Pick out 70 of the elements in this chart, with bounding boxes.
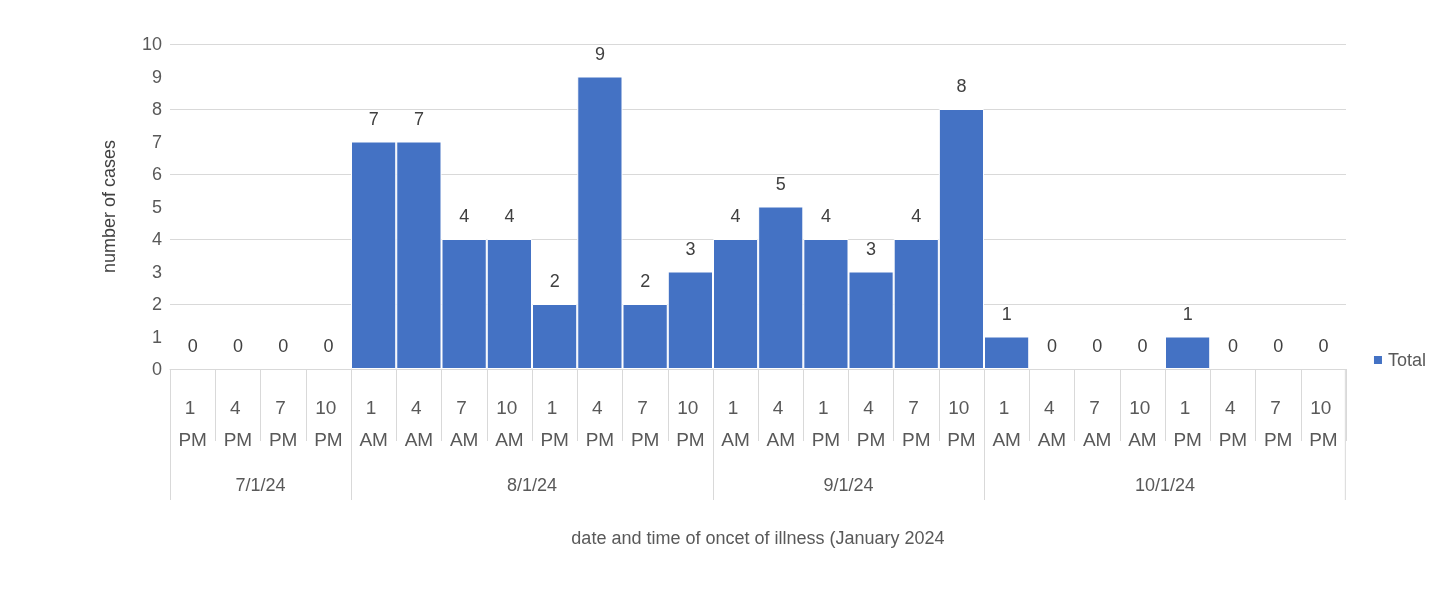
x-tick-label: 1 AM [992, 396, 1021, 450]
data-label: 4 [820, 206, 831, 226]
data-label: 0 [1137, 336, 1148, 356]
data-label: 4 [910, 206, 922, 226]
data-label: 3 [865, 238, 876, 259]
x-tick-label: 7 AM [449, 396, 479, 450]
x-tick-label: 7 PM [268, 396, 298, 450]
x-tick-label: 1 PM [1173, 396, 1202, 450]
y-tick-label: 7 [151, 131, 162, 152]
data-label: 0 [1227, 336, 1239, 356]
x-tick-label: 10 PM [1309, 396, 1338, 450]
x-tick-label: 10 PM [676, 396, 705, 450]
x-tick-label: 4 PM [856, 396, 886, 450]
y-tick-label: 10 [141, 34, 162, 54]
data-label: 7 [368, 108, 379, 129]
x-tick-label: 7 PM [1264, 396, 1293, 450]
y-tick-label: 1 [151, 326, 162, 347]
y-tick-label: 9 [151, 66, 162, 87]
x-tick-label: 1 AM [721, 396, 750, 450]
y-tick-label: 4 [151, 229, 162, 249]
x-tick-label: 4 PM [1218, 396, 1248, 450]
x-tick-label: 7 AM [1083, 396, 1112, 450]
x-tick-label: 4 PM [585, 396, 615, 450]
data-label: 0 [1092, 336, 1103, 356]
y-tick-label: 2 [151, 294, 162, 314]
data-label: 0 [187, 336, 198, 356]
y-tick-label: 6 [151, 164, 162, 184]
x-tick-label: 1 PM [178, 396, 207, 450]
x-tick-label: 4 AM [766, 396, 795, 450]
data-label: 0 [278, 336, 289, 356]
data-label: 0 [1273, 336, 1284, 356]
x-tick-label: 1 AM [359, 396, 388, 450]
x-tick-label: 4 AM [404, 396, 434, 450]
data-label: 0 [323, 336, 334, 356]
y-axis-title: number of cases [99, 139, 119, 274]
x-axis-title: 10/1/24 [1135, 475, 1196, 495]
legend-label: Total [1388, 350, 1427, 370]
x-axis-title: 8/1/24 [506, 475, 557, 495]
y-tick-label: 3 [151, 261, 162, 282]
data-label: 1 [1182, 303, 1193, 324]
x-tick-label: 1 PM [811, 396, 840, 450]
y-tick-label: 5 [151, 196, 162, 217]
x-tick-label: 7 PM [901, 396, 931, 450]
x-tick-label: 7 PM [630, 396, 660, 450]
data-label: 4 [459, 206, 470, 226]
y-tick-label: 8 [151, 99, 162, 119]
data-label: 9 [594, 43, 605, 64]
x-tick-label: 10 PM [946, 396, 976, 450]
x-tick-label: 10 AM [1128, 396, 1157, 450]
x-axis-title: 9/1/24 [823, 475, 874, 495]
x-tick-label: 10 AM [495, 396, 524, 450]
y-tick-label: 0 [151, 359, 162, 379]
data-label: 3 [685, 238, 696, 259]
x-axis-title: 7/1/24 [235, 475, 286, 495]
x-tick-label: 10 PM [314, 396, 343, 450]
data-label: 2 [549, 271, 560, 291]
data-label: 1 [1001, 303, 1012, 324]
data-label: 8 [956, 76, 967, 96]
data-label: 0 [1046, 336, 1058, 356]
data-label: 0 [232, 336, 243, 356]
data-label: 4 [730, 206, 741, 226]
data-label: 2 [640, 271, 651, 291]
data-label: 0 [1318, 336, 1329, 356]
x-tick-label: 4 AM [1037, 396, 1067, 450]
data-label: 4 [504, 206, 515, 226]
x-tick-label: 1 PM [540, 396, 569, 450]
text: date and time of oncet of illness (January 2024 [570, 528, 946, 549]
data-label: 5 [775, 173, 786, 194]
x-tick-label: 4 PM [223, 396, 253, 450]
data-label: 7 [413, 108, 424, 129]
